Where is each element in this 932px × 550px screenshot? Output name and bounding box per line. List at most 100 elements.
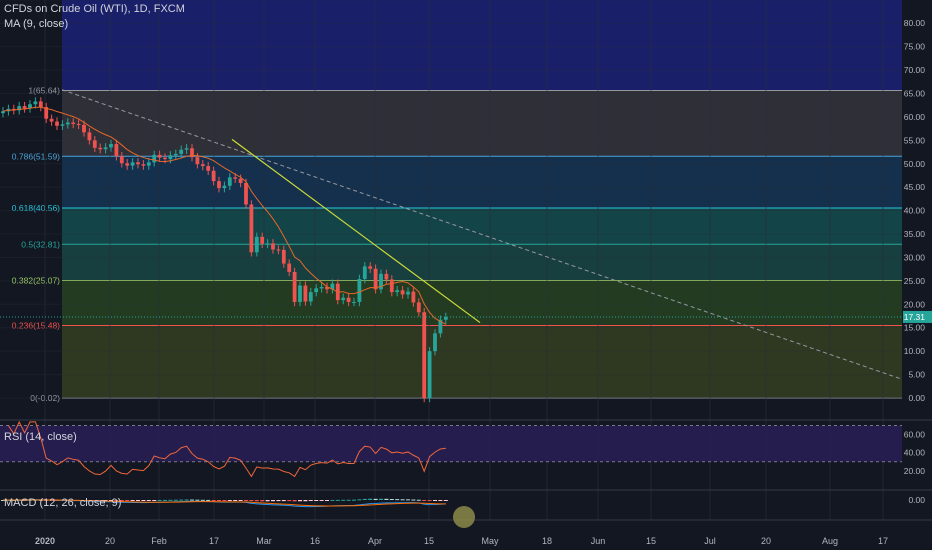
macd-histogram-bar xyxy=(265,500,270,502)
candle-body xyxy=(227,177,232,186)
candle-body xyxy=(406,291,410,295)
price-axis-bg xyxy=(902,0,932,550)
macd-histogram-bar xyxy=(249,500,254,502)
macd-histogram-bar xyxy=(346,499,351,501)
candle-body xyxy=(17,106,22,111)
macd-histogram-bar xyxy=(184,499,189,501)
candle-body xyxy=(125,163,130,166)
price-tick-label: 0.00 xyxy=(908,393,925,403)
fib-zone-4 xyxy=(62,280,902,326)
candle-body xyxy=(249,204,254,253)
candle-body xyxy=(98,147,103,150)
candle-body xyxy=(308,292,313,302)
candle-body xyxy=(195,157,200,165)
candle-body xyxy=(65,122,70,125)
fib-label: 0.618(40.56) xyxy=(12,203,60,213)
macd-histogram-bar xyxy=(1,500,5,501)
candle-body xyxy=(281,249,286,264)
macd-histogram-bar xyxy=(157,499,162,501)
cursor-highlight xyxy=(453,506,475,528)
macd-histogram-bar xyxy=(136,500,140,501)
chart-title: CFDs on Crude Oil (WTI), 1D, FXCM xyxy=(4,3,185,15)
macd-histogram-bar xyxy=(222,500,227,501)
price-tick-label: 45.00 xyxy=(904,182,926,192)
candle-body xyxy=(141,164,146,166)
candle-body xyxy=(438,319,443,334)
candle-body xyxy=(330,283,335,290)
candle-body xyxy=(303,285,308,302)
candle-body xyxy=(136,162,140,165)
macd-histogram-bar xyxy=(438,500,443,501)
candle-body xyxy=(28,104,32,109)
fib-label: 0.236(15.48) xyxy=(12,320,60,330)
fib-zone-top xyxy=(62,0,902,91)
candle-body xyxy=(276,249,281,251)
fib-zone-5 xyxy=(62,325,902,399)
time-tick-label: Feb xyxy=(151,536,167,546)
candle-body xyxy=(271,243,275,250)
candle-body xyxy=(325,286,329,290)
candle-body xyxy=(119,156,124,164)
macd-histogram-bar xyxy=(314,500,319,501)
macd-histogram-bar xyxy=(395,499,400,501)
candle-body xyxy=(163,157,167,160)
price-tick-label: 55.00 xyxy=(904,135,926,145)
time-tick-label: 20 xyxy=(761,536,771,546)
macd-histogram-bar xyxy=(357,499,362,501)
candle-body xyxy=(173,153,178,156)
time-axis-bg xyxy=(0,531,902,550)
candle-body xyxy=(244,182,248,205)
candle-body xyxy=(319,286,324,289)
candle-body xyxy=(109,144,113,148)
macd-histogram-bar xyxy=(406,499,410,501)
rsi-tick-label: 40.00 xyxy=(904,448,926,458)
candle-body xyxy=(82,124,86,133)
candle-body xyxy=(233,177,238,179)
macd-histogram-bar xyxy=(373,498,378,500)
macd-histogram-bar xyxy=(260,500,265,502)
candle-body xyxy=(222,185,227,189)
candle-body xyxy=(341,297,346,301)
macd-histogram-bar xyxy=(384,498,389,500)
macd-histogram-bar xyxy=(233,500,238,501)
macd-histogram-bar xyxy=(308,500,313,502)
price-tick-label: 5.00 xyxy=(908,370,925,380)
fib-label: 0.786(51.59) xyxy=(12,151,60,161)
macd-histogram-bar xyxy=(443,500,448,501)
candle-body xyxy=(33,101,38,105)
macd-histogram-bar xyxy=(254,500,259,502)
macd-histogram-bar xyxy=(227,500,232,501)
macd-histogram-bar xyxy=(114,500,119,501)
candle-body xyxy=(184,148,189,150)
candle-body xyxy=(314,288,319,293)
candle-body xyxy=(146,162,151,166)
candle-body xyxy=(179,149,184,154)
rsi-legend: RSI (14, close) xyxy=(4,431,77,443)
macd-histogram-bar xyxy=(168,499,173,501)
candle-body xyxy=(152,154,157,163)
macd-histogram-bar xyxy=(125,500,130,501)
macd-histogram-bar xyxy=(298,500,302,502)
ma-line xyxy=(2,106,447,325)
candle-body xyxy=(400,290,405,295)
macd-histogram-bar xyxy=(433,500,437,501)
candle-body xyxy=(433,333,437,352)
macd-histogram-bar xyxy=(130,500,135,501)
macd-histogram-bar xyxy=(362,498,367,500)
candle-body xyxy=(1,111,5,114)
macd-histogram-bar xyxy=(287,500,292,502)
macd-histogram-bar xyxy=(335,499,340,501)
price-tick-label: 80.00 xyxy=(904,18,926,28)
fib-zone-0 xyxy=(62,90,902,157)
ma-legend: MA (9, close) xyxy=(4,18,69,30)
candle-body xyxy=(416,302,421,313)
candle-body xyxy=(357,279,362,302)
macd-histogram-bar xyxy=(292,500,297,502)
candle-body xyxy=(395,290,400,293)
macd-histogram-bar xyxy=(330,499,335,501)
candle-body xyxy=(92,140,97,148)
time-tick-label: 16 xyxy=(310,536,320,546)
rsi-line xyxy=(7,420,446,478)
macd-histogram-bar xyxy=(44,500,49,501)
